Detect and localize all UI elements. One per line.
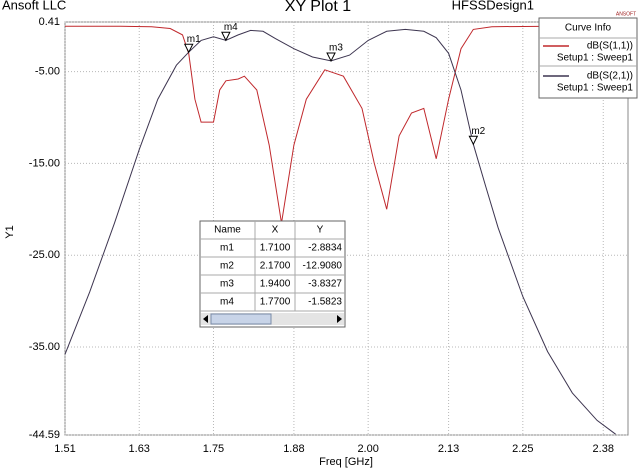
- scroll-arrow: [337, 315, 342, 323]
- table-cell: -12.9080: [303, 261, 343, 272]
- table-cell: -3.8327: [308, 279, 342, 290]
- legend-setup: Setup1 : Sweep1: [557, 83, 634, 94]
- table-cell: m3: [220, 279, 234, 290]
- x-tick-label: 1.51: [54, 443, 75, 455]
- x-tick-label: 2.25: [512, 443, 533, 455]
- scrollbar-thumb: [210, 313, 272, 325]
- table-cell: 1.9400: [260, 279, 291, 290]
- y-tick-label: -44.59: [29, 429, 60, 441]
- table-cell: 1.7700: [260, 297, 291, 308]
- table-cell: m2: [220, 261, 234, 272]
- x-tick-label: 2.38: [593, 443, 614, 455]
- table-header: Y: [317, 225, 324, 236]
- marker: [326, 52, 336, 63]
- plot-area: [64, 21, 629, 436]
- table-cell: -2.8834: [308, 243, 342, 254]
- chart-title: XY Plot 1: [285, 0, 352, 15]
- x-tick-label: 1.88: [283, 443, 304, 455]
- legend-entry: dB(S(2,1)): [587, 71, 633, 82]
- logo: ANSOFT: [616, 11, 636, 17]
- scroll-arrow: [203, 315, 208, 323]
- marker: [221, 31, 231, 42]
- marker-label: m4: [224, 22, 238, 33]
- x-axis-label: Freq [GHz]: [319, 456, 373, 468]
- marker: [468, 135, 479, 146]
- x-tick-label: 2.13: [438, 443, 459, 455]
- table-header: Name: [214, 225, 241, 236]
- table-cell: 2.1700: [260, 261, 291, 272]
- y-tick-label: -5.00: [35, 66, 60, 78]
- x-tick-label: 1.63: [129, 443, 150, 455]
- marker-label: m1: [187, 34, 201, 45]
- legend-entry: dB(S(1,1)): [587, 41, 633, 52]
- table-cell: 1.7100: [260, 243, 291, 254]
- y-tick-label: 0.41: [39, 16, 60, 28]
- table-header: X: [272, 225, 279, 236]
- design-name: HFSSDesign1: [452, 0, 534, 12]
- table-cell: m1: [220, 243, 234, 254]
- table-cell: -1.5823: [308, 297, 342, 308]
- x-tick-label: 1.75: [203, 443, 224, 455]
- marker: [183, 43, 194, 54]
- legend-box: [538, 17, 638, 99]
- legend-setup: Setup1 : Sweep1: [557, 53, 634, 64]
- marker-label: m2: [471, 126, 485, 137]
- y-axis-label: Y1: [4, 225, 16, 238]
- brand: Ansoft LLC: [2, 0, 66, 12]
- y-tick-label: -25.00: [29, 249, 60, 261]
- marker-label: m3: [329, 43, 343, 54]
- y-tick-label: -35.00: [29, 341, 60, 353]
- legend-title: Curve Info: [565, 23, 612, 34]
- table-cell: m4: [220, 297, 234, 308]
- y-tick-label: -15.00: [29, 157, 60, 169]
- x-tick-label: 2.00: [357, 443, 378, 455]
